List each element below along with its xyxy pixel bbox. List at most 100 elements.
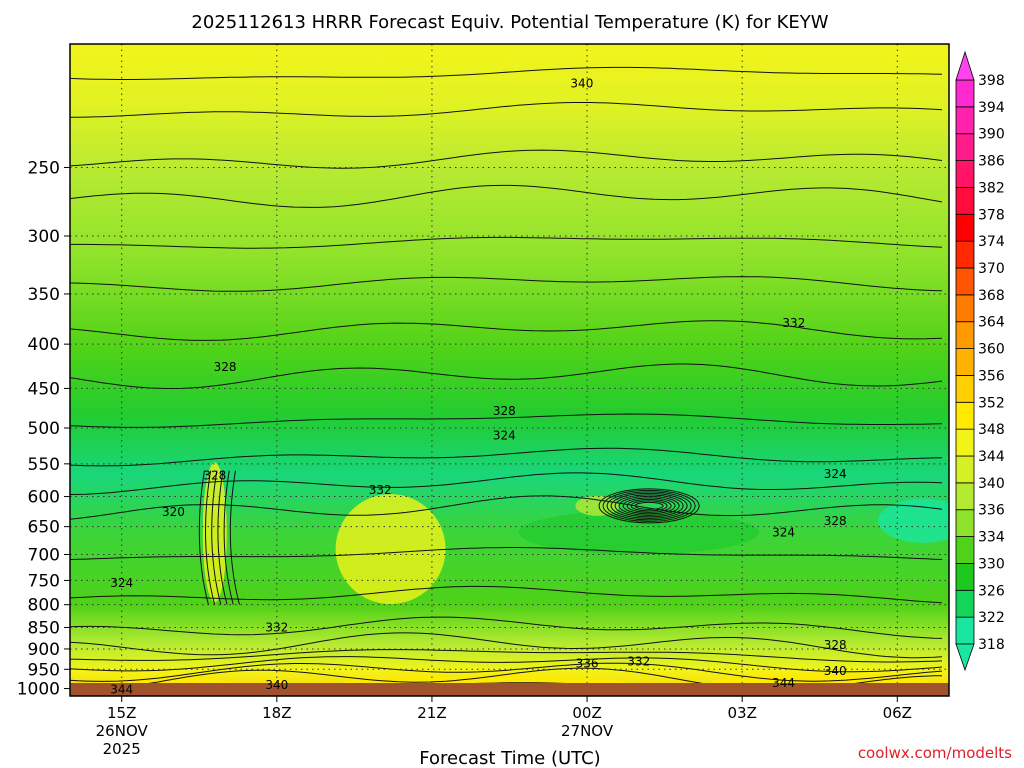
colorbar-label-368: 368 (978, 288, 1005, 304)
contour-line-18 (70, 662, 943, 682)
contour-label-0: 340 (570, 77, 593, 91)
contour-label-12: 332 (265, 620, 288, 634)
y-tick-label-1000: 1000 (17, 680, 60, 700)
x-tick-year-15Z: 2025 (103, 740, 141, 758)
colorbar-swatch-368 (955, 267, 975, 296)
colorbar-swatch-322 (955, 589, 975, 618)
contour-label-18: 340 (265, 678, 288, 692)
colorbar-label-360: 360 (978, 342, 1005, 358)
contour-line-7 (70, 363, 943, 389)
colorbar-swatch-374 (955, 213, 975, 242)
colorbar-label-378: 378 (978, 207, 1005, 223)
colorbar: 318 322 326 330 334 336 340 344 348 352 356 360 364 3… (955, 50, 1005, 672)
colorbar-swatch-364 (955, 294, 975, 323)
x-tick-label-18Z: 18Z (262, 704, 291, 722)
contour-line-15 (70, 632, 943, 659)
colorbar-swatch-330 (955, 536, 975, 564)
contour-label-1: 332 (782, 316, 805, 330)
contour-line-8 (70, 413, 943, 428)
contour-cluster-ring-9 (634, 501, 664, 510)
contour-cluster-ring-2 (606, 491, 692, 521)
y-tick-label-650: 650 (28, 518, 60, 538)
y-tick-label-350: 350 (28, 285, 60, 305)
contour-line-14 (70, 616, 943, 639)
colorbar-label-334: 334 (978, 530, 1005, 546)
colorbar-swatch-360 (955, 321, 975, 349)
y-tick-label-400: 400 (28, 335, 60, 355)
plot-area: 340 332 328 328 324 324 328 332 320 324 328 324 332 3… (70, 44, 949, 697)
colorbar-label-386: 386 (978, 154, 1005, 170)
contour-line-0 (70, 66, 943, 80)
colorbar-label-326: 326 (978, 583, 1005, 599)
contour-line-5 (70, 276, 943, 292)
y-tick-label-250: 250 (28, 158, 60, 178)
x-tick-label-03Z: 03Z (727, 704, 756, 722)
contour-labels: 340 332 328 328 324 324 328 332 320 324 328 324 332 3… (110, 77, 847, 697)
contour-label-6: 328 (203, 468, 226, 482)
contour-label-10: 328 (824, 514, 847, 528)
colorbar-swatch-340 (955, 455, 975, 484)
contour-label-16: 340 (824, 664, 847, 678)
colorbar-label-318: 318 (978, 637, 1005, 653)
contour-line-4 (70, 236, 943, 249)
y-tick-label-550: 550 (28, 455, 60, 475)
contour-cluster-ring-3 (610, 492, 688, 519)
colorbar-top-arrow (955, 50, 975, 81)
colorbar-swatch-344 (955, 428, 975, 457)
colorbar-swatch-334 (955, 509, 975, 537)
field-blob-0 (335, 494, 446, 605)
contour-label-11: 324 (110, 576, 133, 590)
contour-line-16 (70, 649, 943, 663)
contour-lines (70, 66, 943, 696)
contour-cluster-ring-0 (598, 488, 700, 524)
colorbar-swatch-348 (955, 401, 975, 430)
x-axis-label: Forecast Time (UTC) (419, 748, 600, 768)
colorbar-swatch-390 (955, 106, 975, 135)
contour-label-13: 328 (824, 638, 847, 652)
colorbar-label-336: 336 (978, 503, 1005, 519)
x-tick-date-15Z: 26NOV (96, 722, 149, 740)
y-tick-label-750: 750 (28, 571, 60, 591)
contour-cluster-ring-5 (618, 495, 680, 516)
y-tick-label-500: 500 (28, 419, 60, 439)
colorbar-label-398: 398 (978, 73, 1005, 89)
field-blob-7 (878, 498, 949, 543)
contour-cluster-ring-4 (614, 494, 684, 518)
contour-cluster-ring-6 (622, 497, 676, 515)
contour-bundle-2 (211, 470, 222, 605)
contour-label-19: 344 (110, 683, 133, 697)
contour-line-1 (70, 102, 943, 118)
colorbar-label-330: 330 (978, 556, 1005, 572)
contour-line-9 (70, 447, 943, 467)
colorbar-swatch-386 (955, 133, 975, 161)
contour-label-5: 324 (824, 467, 847, 481)
x-tick-label-15Z: 15Z (107, 704, 136, 722)
y-tick-label-600: 600 (28, 488, 60, 508)
contour-cluster-ring-8 (630, 500, 668, 512)
ground-strip (70, 683, 949, 696)
colorbar-label-356: 356 (978, 368, 1005, 384)
colorbar-label-364: 364 (978, 315, 1005, 331)
contour-bundle-0 (198, 470, 209, 605)
contour-label-7: 332 (369, 483, 392, 497)
colorbar-label-390: 390 (978, 127, 1005, 143)
x-tick-label-21Z: 21Z (417, 704, 446, 722)
colorbar-swatch-352 (955, 375, 975, 403)
contour-line-6 (70, 320, 943, 341)
contour-bundle-5 (229, 470, 240, 605)
colorbar-swatch-394 (955, 79, 975, 108)
contour-line-13 (70, 585, 943, 604)
contour-bundle-1 (205, 470, 216, 605)
y-tick-label-800: 800 (28, 596, 60, 616)
y-tick-label-900: 900 (28, 640, 60, 660)
colorbar-label-370: 370 (978, 261, 1005, 277)
grid-lines (70, 44, 949, 696)
y-tick-label-950: 950 (28, 660, 60, 680)
colorbar-bottom-arrow (955, 643, 975, 672)
contour-label-14: 336 (576, 656, 599, 670)
colorbar-swatch-356 (955, 348, 975, 376)
contour-bundle-4 (223, 470, 234, 605)
colorbar-label-382: 382 (978, 180, 1005, 196)
